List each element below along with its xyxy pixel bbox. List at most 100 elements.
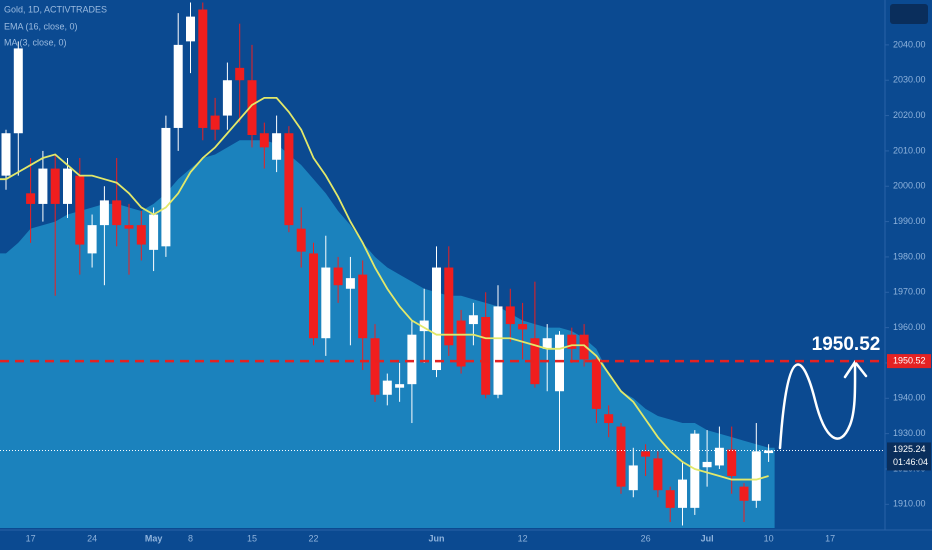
candle-body (345, 278, 355, 289)
x-tick-label: 24 (87, 533, 97, 543)
candle-body (63, 168, 72, 204)
candle-body (432, 267, 441, 371)
candle-body (591, 359, 601, 409)
y-tick-label: 2040.00 (893, 39, 926, 49)
candle-body (653, 458, 663, 491)
candle-body (358, 274, 368, 339)
candle-body (309, 253, 318, 339)
candle-body (296, 228, 306, 252)
y-tick-label: 1910.00 (893, 499, 926, 509)
x-tick-label: 17 (825, 533, 835, 543)
candle-body (124, 225, 134, 229)
x-tick-label: Jul (701, 533, 714, 543)
last-price-box (887, 442, 931, 471)
candle-body (321, 267, 331, 339)
ma-area (0, 140, 775, 528)
candle-body (764, 450, 774, 454)
candle-body (259, 133, 269, 148)
candle-body (333, 267, 343, 286)
candle-body (112, 200, 122, 226)
candle-body (542, 338, 552, 349)
candle-body (751, 451, 761, 501)
candle-body (555, 334, 564, 392)
y-tick-label: 1940.00 (893, 393, 926, 403)
candle-body (87, 225, 97, 254)
candle-body (727, 449, 737, 477)
candle-body (38, 168, 48, 204)
candle-body (13, 48, 23, 134)
candle-body (382, 380, 392, 395)
y-tick-label: 1970.00 (893, 287, 926, 297)
candle-body (247, 80, 257, 136)
x-tick-label: 17 (26, 533, 36, 543)
y-tick-label: 2030.00 (893, 75, 926, 85)
candle-body (714, 447, 724, 466)
candle-body (444, 267, 454, 346)
plot-area (0, 2, 775, 528)
legend-symbol: Gold, 1D, ACTIVTRADES (4, 4, 107, 14)
target-price-box (887, 354, 931, 369)
candle-body (136, 225, 146, 245)
candle-body (186, 16, 195, 42)
candle-body (99, 200, 109, 226)
candle-body (641, 451, 651, 457)
y-tick-label: 1930.00 (893, 428, 926, 438)
candle-body (50, 168, 60, 204)
x-tick-label: 12 (518, 533, 528, 543)
candle-body (530, 338, 540, 385)
y-tick-label: 2010.00 (893, 145, 926, 155)
candle-body (173, 44, 183, 128)
candle-body (604, 414, 614, 424)
y-tick-label: 1990.00 (893, 216, 926, 226)
candle-body (505, 306, 515, 325)
settings-button[interactable] (890, 4, 928, 24)
candle-body (493, 306, 503, 395)
legend-ema: EMA (16, close, 0) (4, 21, 78, 31)
x-tick-label: 15 (247, 533, 257, 543)
candle-body (481, 317, 491, 395)
candle-body (739, 486, 749, 501)
y-tick-label: 2000.00 (893, 181, 926, 191)
candle-body (468, 315, 478, 325)
candle-body (456, 320, 466, 367)
y-tick-label: 2020.00 (893, 110, 926, 120)
target-price-label: 1950.52 (893, 355, 926, 365)
candle-body (518, 324, 528, 330)
ema-line (0, 96, 769, 481)
candle-body (628, 465, 638, 491)
legend-ma: MA (3, close, 0) (4, 37, 67, 47)
candle-body (284, 133, 294, 226)
candle-body (210, 115, 220, 130)
y-tick-label: 1960.00 (893, 322, 926, 332)
x-tick-label: Jun (428, 533, 444, 543)
candle-body (665, 490, 675, 508)
candle-body (690, 433, 700, 508)
candle-body (161, 127, 171, 247)
x-tick-label: 8 (188, 533, 193, 543)
last-price-label: 1925.24 (893, 444, 926, 454)
candle-body (198, 9, 208, 128)
candle-body (75, 175, 85, 245)
candle-body (272, 133, 282, 160)
x-tick-label: 26 (641, 533, 651, 543)
x-tick-label: May (145, 533, 163, 543)
candle-body (26, 193, 36, 204)
candle-body (222, 80, 232, 116)
candle-body (616, 426, 626, 487)
candle-body (407, 334, 417, 385)
candle-body (567, 334, 577, 349)
candle-body (395, 384, 405, 388)
candle-body (678, 479, 687, 508)
candle-body (235, 67, 245, 81)
candle-body (419, 320, 429, 332)
candle-body (149, 214, 159, 250)
candle-body (702, 461, 712, 468)
countdown-label: 01:46:04 (893, 457, 928, 467)
x-tick-label: 10 (764, 533, 774, 543)
x-tick-label: 22 (308, 533, 318, 543)
candle-body (579, 334, 589, 360)
candle-body (370, 338, 380, 395)
target-annotation: 1950.52 (812, 334, 881, 355)
y-tick-label: 1980.00 (893, 251, 926, 261)
